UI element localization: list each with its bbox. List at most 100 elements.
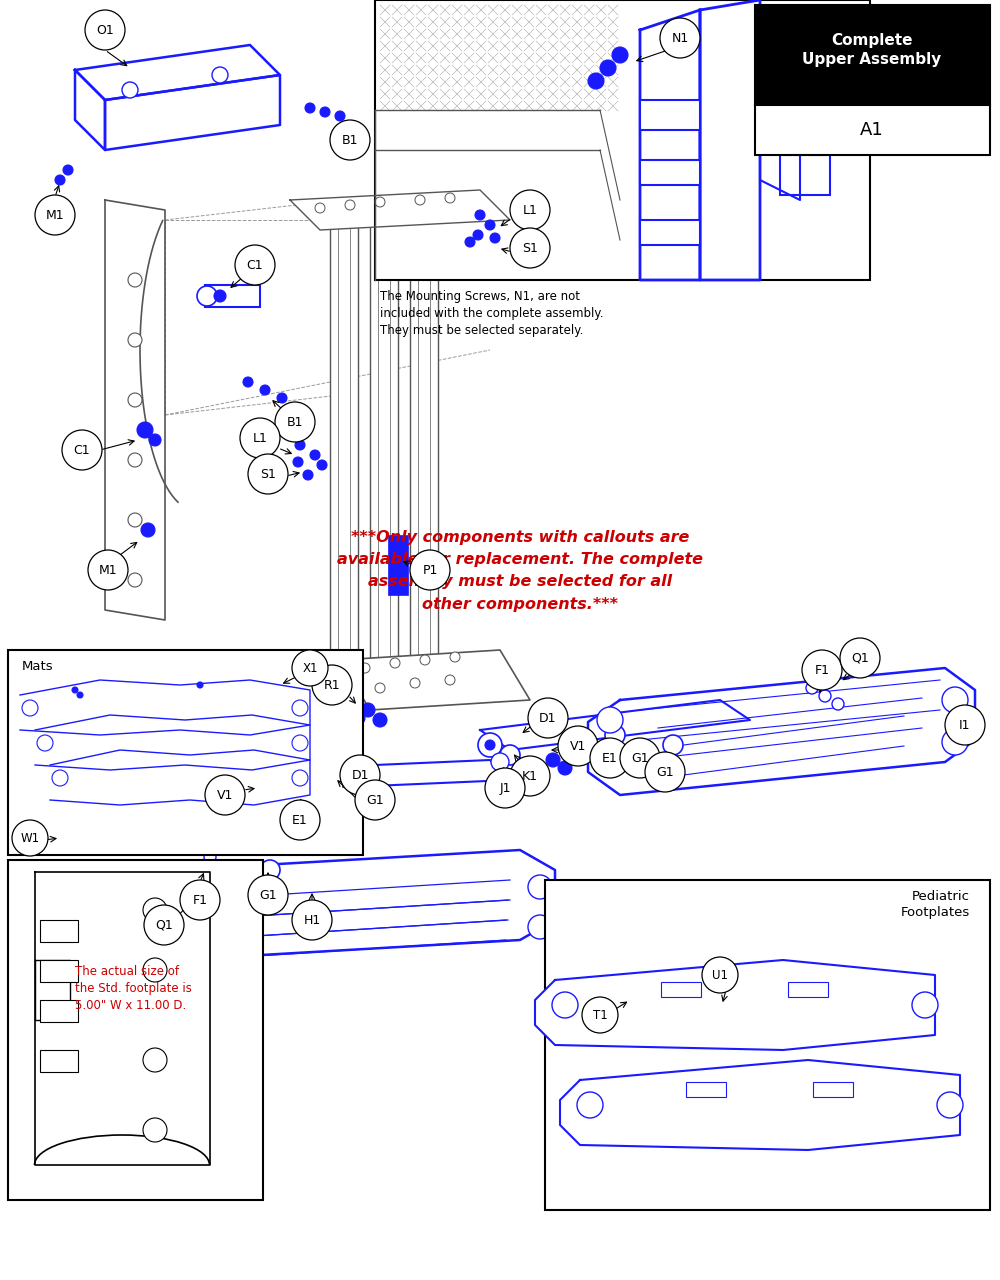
Circle shape bbox=[620, 739, 660, 778]
Text: H1: H1 bbox=[303, 914, 321, 927]
Circle shape bbox=[128, 453, 142, 467]
Circle shape bbox=[128, 333, 142, 347]
Circle shape bbox=[128, 393, 142, 407]
Circle shape bbox=[128, 513, 142, 527]
Circle shape bbox=[546, 753, 560, 767]
Polygon shape bbox=[140, 850, 555, 960]
Circle shape bbox=[490, 233, 500, 243]
Circle shape bbox=[465, 237, 475, 247]
Bar bbox=[40, 960, 78, 982]
Bar bbox=[640, 220, 700, 244]
Circle shape bbox=[528, 876, 552, 899]
Text: U1: U1 bbox=[712, 969, 728, 982]
Text: G1: G1 bbox=[656, 765, 674, 778]
Circle shape bbox=[450, 652, 460, 662]
Circle shape bbox=[558, 762, 572, 774]
Text: ***Only components with callouts are
available for replacement. The complete
ass: ***Only components with callouts are ava… bbox=[337, 530, 703, 612]
Text: 5": 5" bbox=[113, 1185, 131, 1199]
Circle shape bbox=[937, 1092, 963, 1117]
Text: L1: L1 bbox=[523, 204, 537, 216]
Circle shape bbox=[582, 997, 618, 1033]
Circle shape bbox=[702, 957, 738, 993]
Text: 11": 11" bbox=[7, 1006, 21, 1033]
Polygon shape bbox=[75, 70, 105, 150]
Text: Complete
Upper Assembly: Complete Upper Assembly bbox=[802, 33, 942, 67]
Circle shape bbox=[577, 1092, 603, 1117]
Circle shape bbox=[292, 650, 328, 686]
Circle shape bbox=[55, 175, 65, 186]
Circle shape bbox=[942, 687, 968, 713]
Circle shape bbox=[510, 228, 550, 268]
Text: B1: B1 bbox=[342, 133, 358, 146]
Circle shape bbox=[485, 768, 525, 808]
Circle shape bbox=[945, 705, 985, 745]
Circle shape bbox=[275, 402, 315, 442]
Circle shape bbox=[485, 740, 495, 750]
Polygon shape bbox=[480, 700, 750, 750]
Circle shape bbox=[373, 713, 387, 727]
Circle shape bbox=[445, 675, 455, 685]
Circle shape bbox=[88, 550, 128, 590]
Circle shape bbox=[510, 189, 550, 230]
Circle shape bbox=[295, 440, 305, 451]
Circle shape bbox=[52, 771, 68, 786]
Circle shape bbox=[35, 195, 75, 236]
Text: R1: R1 bbox=[324, 678, 340, 691]
Bar bbox=[755, 5, 990, 105]
Circle shape bbox=[212, 67, 228, 83]
Text: G1: G1 bbox=[259, 888, 277, 901]
Bar bbox=[330, 200, 358, 680]
Circle shape bbox=[208, 864, 220, 876]
Circle shape bbox=[62, 430, 102, 470]
Circle shape bbox=[320, 108, 330, 116]
Circle shape bbox=[330, 120, 370, 160]
Circle shape bbox=[128, 573, 142, 588]
Text: I1: I1 bbox=[959, 718, 971, 731]
Text: J1: J1 bbox=[499, 782, 511, 795]
Bar bbox=[788, 982, 828, 997]
Circle shape bbox=[212, 877, 224, 890]
Polygon shape bbox=[75, 45, 280, 100]
Circle shape bbox=[312, 666, 352, 705]
Circle shape bbox=[600, 60, 616, 76]
Circle shape bbox=[375, 197, 385, 207]
Text: The Mounting Screws, N1, are not
included with the complete assembly.
They must : The Mounting Screws, N1, are not include… bbox=[380, 291, 604, 337]
Circle shape bbox=[528, 698, 568, 739]
Bar bbox=[410, 200, 438, 680]
Text: M1: M1 bbox=[99, 563, 117, 576]
Circle shape bbox=[85, 10, 125, 50]
Circle shape bbox=[445, 193, 455, 204]
Circle shape bbox=[77, 692, 83, 698]
Polygon shape bbox=[700, 0, 760, 280]
Circle shape bbox=[260, 385, 270, 396]
Text: C1: C1 bbox=[247, 259, 263, 271]
Text: P1: P1 bbox=[422, 563, 438, 576]
Circle shape bbox=[243, 378, 253, 387]
Bar bbox=[388, 535, 408, 595]
Circle shape bbox=[156, 893, 180, 916]
Polygon shape bbox=[105, 200, 165, 620]
Circle shape bbox=[832, 698, 844, 710]
Circle shape bbox=[612, 47, 628, 63]
Circle shape bbox=[144, 905, 184, 945]
Circle shape bbox=[292, 700, 308, 716]
Bar bbox=[661, 982, 701, 997]
Circle shape bbox=[292, 900, 332, 940]
Polygon shape bbox=[760, 120, 800, 200]
Circle shape bbox=[143, 899, 167, 922]
Circle shape bbox=[292, 771, 308, 786]
Polygon shape bbox=[35, 960, 70, 1020]
Circle shape bbox=[410, 550, 450, 590]
Circle shape bbox=[588, 73, 604, 90]
Text: G1: G1 bbox=[631, 751, 649, 764]
Circle shape bbox=[293, 457, 303, 467]
Bar bbox=[640, 100, 700, 131]
Circle shape bbox=[305, 102, 315, 113]
Text: T1: T1 bbox=[593, 1009, 607, 1021]
Bar bbox=[640, 160, 700, 186]
Circle shape bbox=[214, 291, 226, 302]
Text: M1: M1 bbox=[46, 209, 64, 221]
Text: C1: C1 bbox=[74, 443, 90, 457]
Circle shape bbox=[205, 774, 245, 815]
Circle shape bbox=[912, 992, 938, 1018]
